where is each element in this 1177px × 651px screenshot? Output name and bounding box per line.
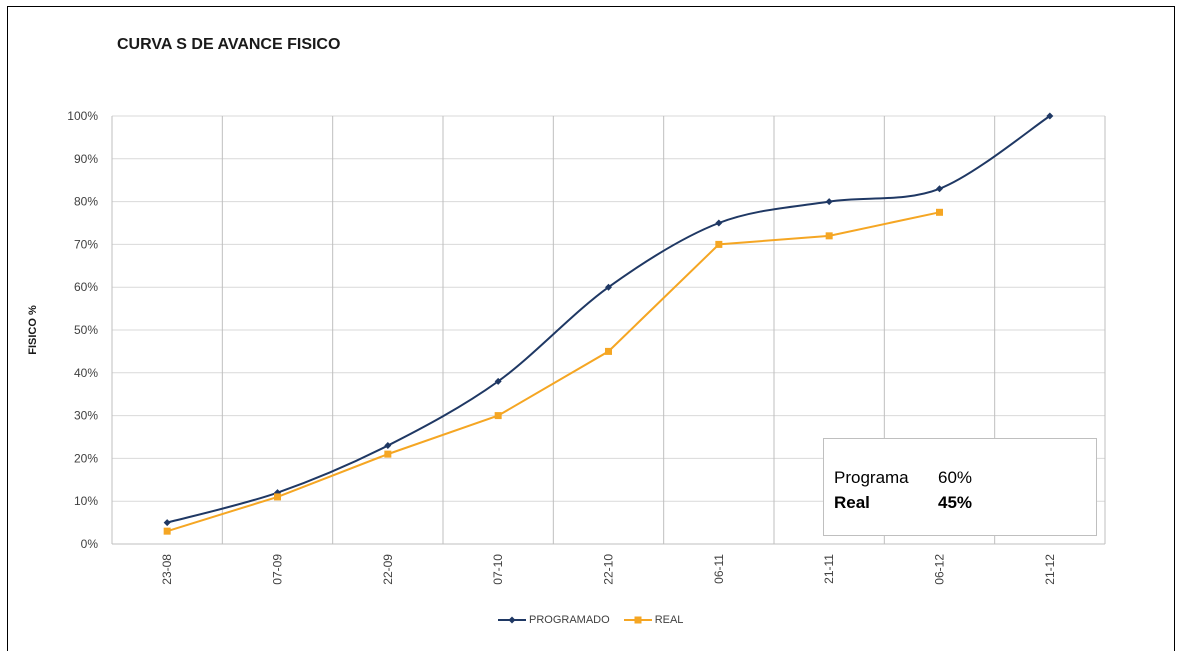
x-tick-label: 22-09 bbox=[381, 554, 395, 585]
point-programado bbox=[163, 519, 171, 527]
summary-real-value: 45% bbox=[938, 493, 973, 512]
legend-item-real: REAL bbox=[623, 614, 684, 626]
series-line-real bbox=[166, 211, 940, 533]
point-real bbox=[936, 208, 943, 216]
point-real bbox=[494, 412, 502, 420]
x-tick-label: 23-08 bbox=[160, 554, 174, 585]
y-axis-label: FISICO % bbox=[27, 305, 39, 355]
y-tick-label: 50% bbox=[74, 323, 98, 337]
point-real bbox=[384, 450, 392, 458]
chart-legend: PROGRAMADO REAL bbox=[498, 614, 697, 626]
y-tick-label: 60% bbox=[74, 280, 98, 294]
point-real bbox=[825, 232, 833, 240]
point-programado bbox=[936, 185, 943, 193]
legend-real-swatch bbox=[623, 616, 652, 624]
summary-box: Programa 60% Real 45% bbox=[823, 438, 1097, 536]
point-real bbox=[715, 240, 723, 248]
point-programado bbox=[1046, 112, 1054, 120]
point-programado bbox=[715, 219, 723, 227]
y-tick-label: 20% bbox=[74, 451, 98, 465]
y-tick-label: 40% bbox=[74, 366, 98, 380]
x-tick-label: 21-11 bbox=[822, 554, 836, 584]
legend-label-programado: PROGRAMADO bbox=[529, 614, 610, 626]
y-tick-label: 10% bbox=[74, 494, 98, 508]
point-real bbox=[274, 493, 281, 501]
legend-programado-swatch bbox=[498, 616, 526, 624]
x-tick-label: 21-12 bbox=[1043, 554, 1057, 585]
chart-frame bbox=[7, 6, 1175, 651]
point-programado bbox=[605, 283, 612, 291]
chart-series bbox=[163, 112, 1054, 535]
point-real bbox=[605, 347, 612, 355]
y-tick-label: 80% bbox=[74, 195, 98, 209]
x-tick-label: 06-12 bbox=[933, 554, 947, 585]
y-tick-label: 90% bbox=[74, 152, 98, 166]
summary-program-label: Programa bbox=[834, 468, 909, 487]
y-tick-label: 70% bbox=[74, 237, 98, 251]
chart-title: CURVA S DE AVANCE FISICO bbox=[117, 36, 341, 53]
point-real bbox=[163, 527, 171, 535]
summary-program-value: 60% bbox=[938, 468, 973, 487]
x-tick-label: 22-10 bbox=[602, 554, 616, 585]
point-programado bbox=[825, 198, 833, 206]
y-tick-label: 30% bbox=[74, 409, 98, 423]
y-tick-labels: 0% 10% 20% 30% 40% 50% 60% 70% 80% 90% 100% bbox=[67, 109, 98, 551]
x-tick-labels: 23-08 07-09 22-09 07-10 22-10 06-11 21-11 06-12… bbox=[160, 554, 1057, 585]
y-tick-label: 100% bbox=[67, 109, 98, 123]
legend-item-programado: PROGRAMADO bbox=[498, 614, 610, 626]
x-tick-label: 07-10 bbox=[491, 554, 505, 585]
summary-real-label: Real bbox=[834, 493, 870, 512]
chart-grid bbox=[111, 115, 1106, 545]
point-programado bbox=[494, 377, 502, 385]
x-tick-label: 07-09 bbox=[271, 554, 285, 585]
y-tick-label: 0% bbox=[81, 537, 99, 551]
legend-label-real: REAL bbox=[654, 614, 684, 626]
summary-program-row: Programa 60% bbox=[834, 468, 972, 488]
summary-real-row: Real 45% bbox=[834, 493, 972, 513]
x-tick-label: 06-11 bbox=[712, 554, 726, 584]
point-programado bbox=[384, 442, 392, 450]
